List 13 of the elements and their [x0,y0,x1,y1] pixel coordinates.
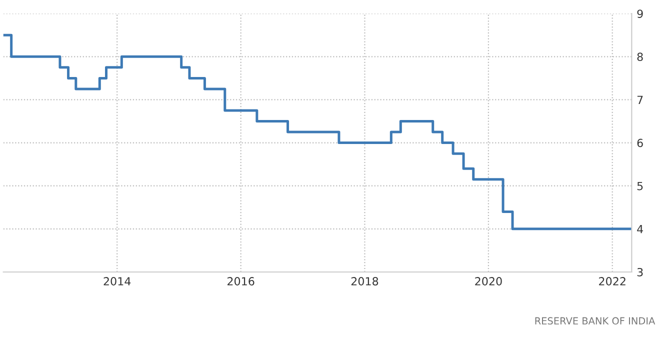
y-tick-label: 6 [637,138,643,148]
x-tick-label: 2014 [104,277,131,286]
x-tick-label: 2016 [228,277,254,286]
y-tick-label: 9 [637,10,643,18]
x-tick-label: 2022 [599,277,626,286]
y-tick-label: 8 [637,52,643,62]
y-tick-label: 4 [637,225,643,234]
y-tick-label: 5 [637,182,643,190]
x-tick-label: 2018 [351,277,378,286]
x-tick-label: 2020 [475,277,502,286]
text: RESERVE BANK OF INDIA [535,317,656,325]
y-tick-label: 3 [637,268,643,276]
y-tick-label: 7 [637,96,643,104]
